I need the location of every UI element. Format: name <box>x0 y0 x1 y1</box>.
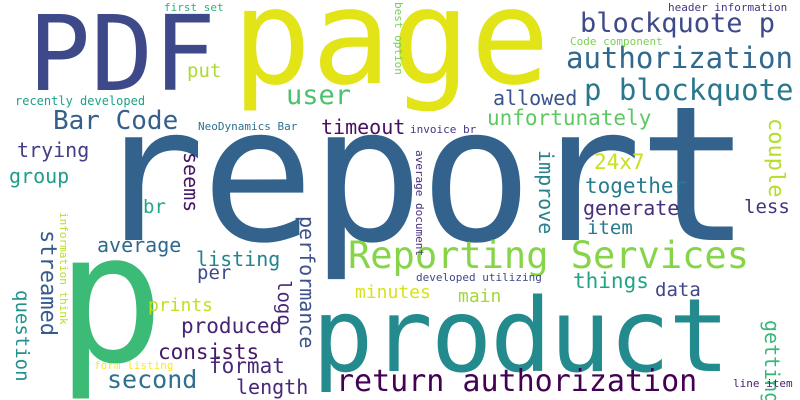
word-return-authorization: return authorization <box>336 364 698 399</box>
word-code-component: Code component <box>570 35 663 48</box>
word-seems: seems <box>179 152 203 213</box>
word-together: together <box>585 174 687 198</box>
word-average: average <box>97 233 182 257</box>
word-timeout: timeout <box>321 115 406 139</box>
word-best-option: best option <box>392 2 405 75</box>
word-format: format <box>209 354 285 378</box>
word-br: br <box>143 196 166 218</box>
word-reporting-services: Reporting Services <box>348 234 749 277</box>
word-consists: consists <box>158 340 260 364</box>
word-average-document: average document <box>413 150 426 256</box>
word-line-item: line item <box>733 377 793 390</box>
word-group: group <box>9 164 70 188</box>
word-minutes: minutes <box>355 282 431 303</box>
word-getting: getting <box>760 320 784 400</box>
word-listing: listing <box>196 247 281 271</box>
word-bar-code: Bar Code <box>53 106 179 136</box>
word-report: report <box>92 66 751 285</box>
word-item: item <box>587 217 633 239</box>
word-logo: logo <box>273 280 295 326</box>
word-header-information: header information <box>668 1 788 14</box>
word-first-set: first set <box>164 1 224 14</box>
word-page: page <box>232 0 550 115</box>
word-prints: prints <box>148 295 214 316</box>
word-p: p <box>56 195 165 400</box>
word-form-listing: form listing <box>94 359 174 372</box>
word-less: less <box>744 196 790 218</box>
word-invoice-br: invoice br <box>410 123 477 136</box>
word-recently-developed: recently developed <box>15 94 146 108</box>
word-information-think: information think <box>57 212 70 325</box>
word-performance: performance <box>295 216 319 349</box>
word-developed-utilizing: developed utilizing <box>416 271 542 284</box>
word-data: data <box>655 279 701 301</box>
word-couple: couple <box>763 118 788 198</box>
word-question: question <box>11 290 33 382</box>
word-second: second <box>107 365 198 394</box>
word-things: things <box>573 269 649 293</box>
word-per: per <box>197 262 232 284</box>
word-allowed: allowed <box>493 86 578 110</box>
word-pdf: PDF <box>28 0 216 115</box>
word-main: main <box>458 286 502 307</box>
word-produced: produced <box>181 314 283 338</box>
word-product: product <box>312 277 730 396</box>
word-put: put <box>187 60 222 82</box>
word-improve: improve <box>534 150 558 235</box>
word-trying: trying <box>17 138 90 162</box>
word-streamed: streamed <box>35 230 60 336</box>
word-blockquote-p: blockquote p <box>580 8 776 39</box>
word-24x7: 24x7 <box>594 150 645 174</box>
word-user: user <box>286 80 352 111</box>
word-generate: generate <box>583 196 680 220</box>
word-length: length <box>236 375 309 399</box>
word-authorization: authorization <box>566 41 793 75</box>
word-neodynamics-bar: NeoDynamics Bar <box>198 120 298 133</box>
word-p-blockquote: p blockquote <box>584 73 794 107</box>
word-unfortunately: unfortunately <box>487 106 652 130</box>
